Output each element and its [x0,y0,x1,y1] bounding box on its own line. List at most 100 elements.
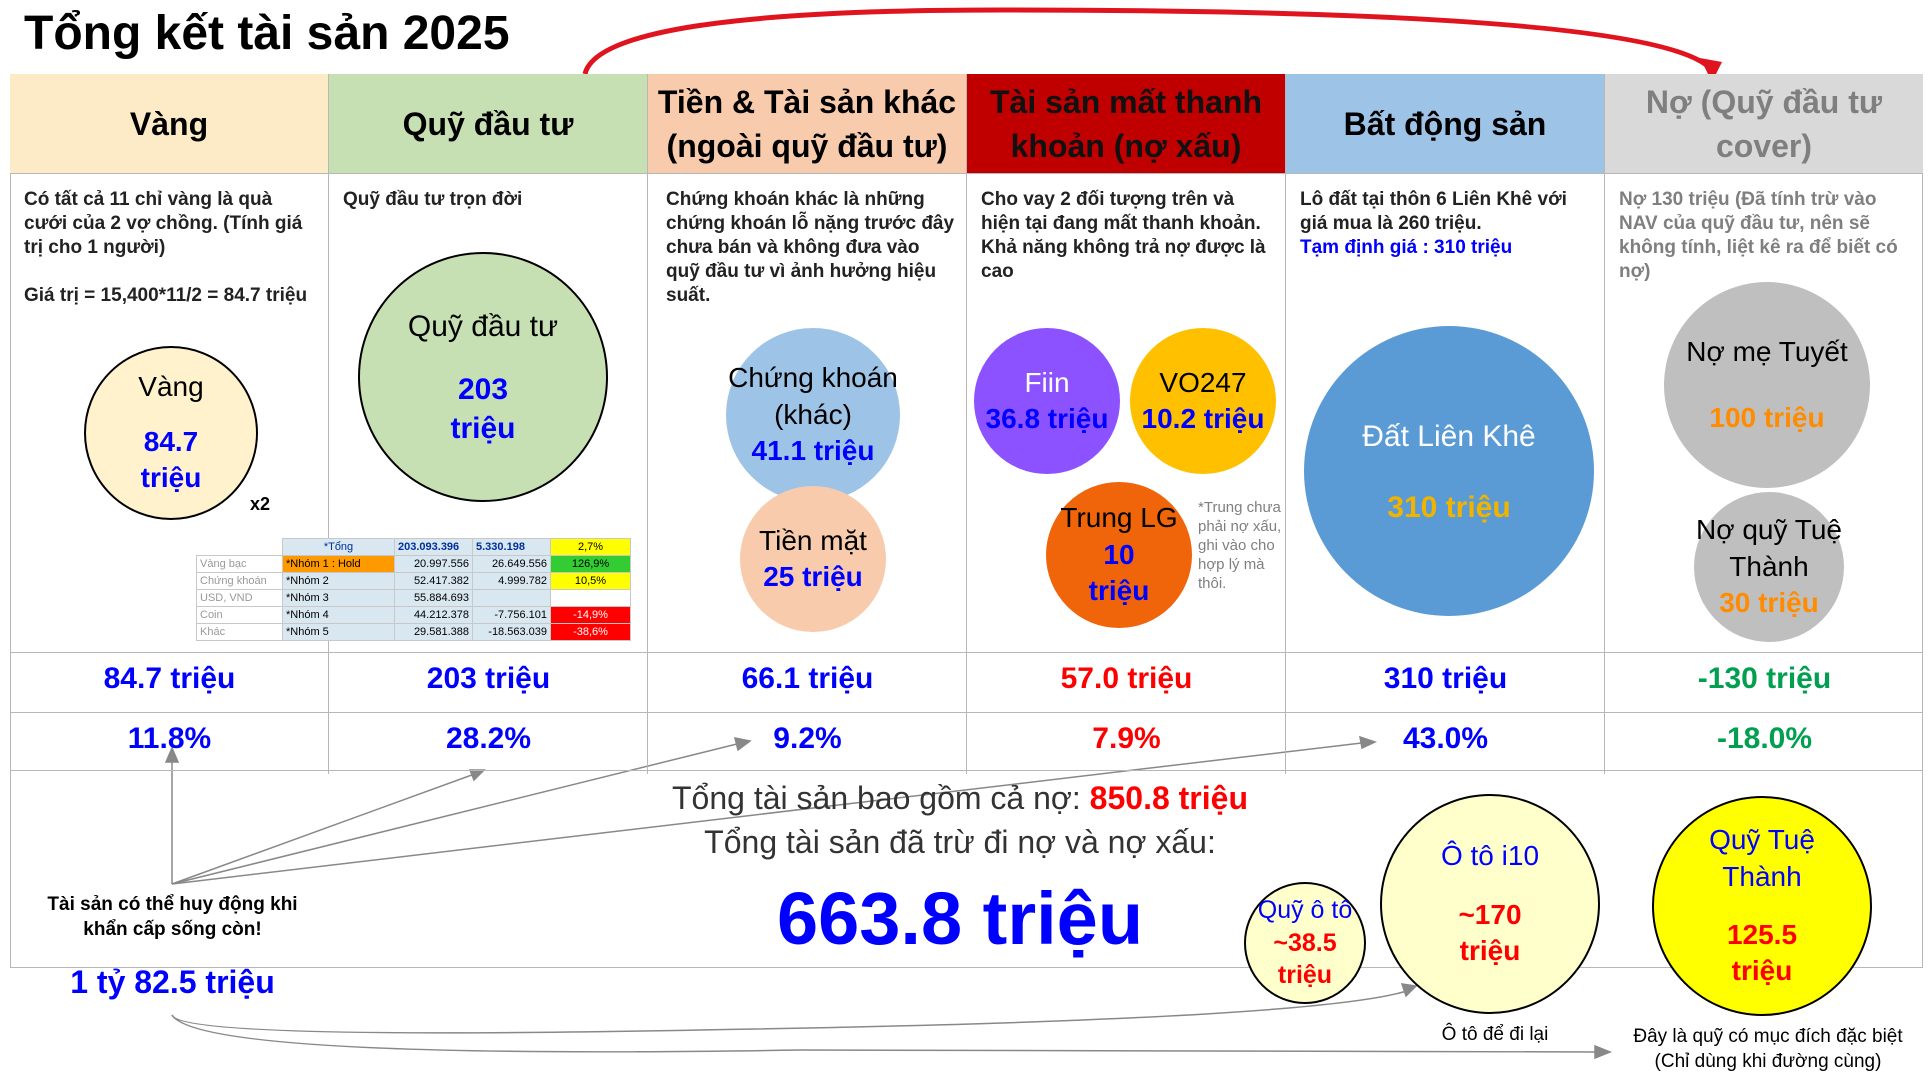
total-noxau: 57.0 triệu [1060,662,1193,695]
bubble-ck-value: 41.1 triệu [751,435,875,467]
mini-cell: 203.093.396 [394,538,473,556]
summary-line1-value: 850.8 triệu [1089,780,1248,816]
bubble-ck-label: Chứng khoán (khác) [728,362,898,430]
column-quy: Quỹ đầu tư Quỹ đầu tư trọn đời [329,74,648,774]
bubble-oto: Ô tô i10 ~170 triệu [1380,794,1600,1014]
mini-cell: Coin [196,606,283,624]
bubble-vang-label: Vàng [138,371,204,403]
mini-cell: *Nhóm 1 : Hold [282,555,395,573]
total-no: -130 triệu [1697,662,1832,695]
bubble-dat: Đất Liên Khê 310 triệu [1304,326,1594,616]
percent-vang: 11.8% [127,722,212,755]
bubble-noquy-label: Nợ quỹ Tuệ Thành [1696,514,1842,582]
mini-cell: 55.884.693 [394,589,473,607]
mini-cell: 5.330.198 [472,538,551,556]
bubble-noquy-value: 30 triệu [1719,587,1819,619]
net-total: 663.8 triệu [776,877,1144,960]
bubble-quy-oto: Quỹ ô tô ~38.5 triệu [1244,882,1366,1004]
mini-cell: -18.563.039 [472,623,551,641]
bubble-oto-label: Ô tô i10 [1440,840,1540,872]
bubble-trung-value: 10 triệu [1088,538,1150,607]
header-noxau: Tài sản mất thanh khoản (nợ xấu) [967,74,1285,174]
bubble-fiin: Fiin 36.8 triệu [974,328,1120,474]
desc-noxau: Cho vay 2 đối tượng trên và hiện tại đan… [981,189,1266,282]
mini-cell: -7.756.101 [472,606,551,624]
total-bds: 310 triệu [1383,662,1508,695]
mini-cell: 29.581.388 [394,623,473,641]
total-quy: 203 triệu [426,662,551,695]
mini-cell: *Nhóm 3 [282,589,395,607]
desc-no: Nợ 130 triệu (Đã tính trừ vào NAV của qu… [1619,189,1898,282]
mini-cell: 26.649.556 [472,555,551,573]
bubble-nome: Nợ mẹ Tuyết 100 triệu [1664,282,1870,488]
desc-vang: Có tất cả 11 chỉ vàng là quà cưới của 2 … [24,189,303,258]
desc-bds: Lô đất tại thôn 6 Liên Khê với giá mua l… [1300,189,1567,234]
bubble-tue-value: 125.5 triệu [1726,919,1798,987]
mini-cell: 20.997.556 [394,555,473,573]
bubble-quy-oto-value: ~38.5 triệu [1273,928,1337,990]
tue-caption: Đây là quỹ có mục đích đặc biệt (Chỉ dùn… [1633,1026,1903,1072]
bubble-nome-label: Nợ mẹ Tuyết [1686,335,1848,367]
desc2-vang: Giá trị = 15,400*11/2 = 84.7 triệu [24,285,308,306]
bubble-tien-label: Tiền mặt [759,524,867,556]
desc2-bds: Tạm định giá : 310 triệu [1300,237,1513,258]
column-vang: Vàng Có tất cả 11 chỉ vàng là quà cưới c… [10,74,329,774]
percent-noxau: 7.9% [1092,722,1161,755]
emergency-value: 1 tỷ 82.5 triệu [70,964,275,1000]
total-tien: 66.1 triệu [741,662,874,695]
bubble-quy: Quỹ đầu tư 203 triệu [358,252,608,502]
bubble-vo-value: 10.2 triệu [1141,403,1265,434]
header-bds: Bất động sản [1286,74,1604,174]
mini-cell: 44.212.378 [394,606,473,624]
mini-cell: 10,5% [550,572,631,590]
column-tien: Tiền & Tài sản khác (ngoài quỹ đầu tư) C… [648,74,967,774]
mini-cell: USD, VND [196,589,283,607]
header-vang: Vàng [10,74,328,174]
bubble-trung-label: Trung LG [1060,502,1178,534]
percent-tien: 9.2% [773,722,842,755]
percent-quy: 28.2% [445,722,532,755]
summary-line1-label: Tổng tài sản bao gồm cả nợ: [672,780,1090,816]
mini-cell [550,589,631,607]
desc-tien: Chứng khoán khác là những chứng khoán lỗ… [666,189,955,306]
percent-no: -18.0% [1716,722,1813,755]
column-bds: Bất động sản Lô đất tại thôn 6 Liên Khê … [1286,74,1605,774]
mini-cell: 2,7% [550,538,631,556]
mini-cell: Chứng khoán [196,572,283,590]
column-no: Nợ (Quỹ đầu tư cover) Nợ 130 triệu (Đã t… [1605,74,1923,774]
mini-cell [472,589,551,607]
total-vang: 84.7 triệu [103,662,236,695]
header-quy: Quỹ đầu tư [329,74,647,174]
mini-cell: *Tổng [282,538,395,556]
bubble-tue-label: Quỹ Tuệ Thành [1709,824,1815,892]
bubble-fiin-label: Fiin [1024,366,1070,398]
summary-line1: Tổng tài sản bao gồm cả nợ: 850.8 triệu [560,780,1360,817]
header-tien: Tiền & Tài sản khác (ngoài quỹ đầu tư) [648,74,966,174]
desc-quy: Quỹ đầu tư trọn đời [343,189,523,210]
mini-cell: *Nhóm 2 [282,572,395,590]
page-title: Tổng kết tài sản 2025 [24,7,510,60]
mini-cell: 4.999.782 [472,572,551,590]
bubble-vang-value: 84.7 triệu [140,425,202,494]
bubble-noquy: Nợ quỹ Tuệ Thành 30 triệu [1694,492,1844,642]
mini-cell: Vàng bạc [196,555,283,573]
column-noxau: Tài sản mất thanh khoản (nợ xấu) Cho vay… [967,74,1286,774]
bubble-oto-value: ~170 triệu [1458,898,1522,967]
bubble-quy-value: 203 triệu [450,372,516,445]
vang-multiplier: x2 [250,494,271,514]
bubble-quy-oto-label: Quỹ ô tô [1257,896,1353,925]
mini-table: *Tổng 203.093.396 5.330.198 2,7% Vàng bạ… [196,538,631,641]
bubble-nome-value: 100 triệu [1709,402,1825,433]
bubble-vang: Vàng 84.7 triệu [84,346,258,520]
mini-cell: -38,6% [550,623,631,641]
mini-cell: 52.417.382 [394,572,473,590]
bubble-vo247: VO247 10.2 triệu [1130,328,1276,474]
bubble-vo-label: VO247 [1159,366,1247,398]
bubble-quy-label: Quỹ đầu tư [407,309,559,343]
bubble-chungkhoan: Chứng khoán (khác) 41.1 triệu [726,328,900,502]
summary-line2: Tổng tài sản đã trừ đi nợ và nợ xấu: [704,824,1216,860]
emergency-label: Tài sản có thể huy động khi khẩn cấp sốn… [47,894,298,940]
percent-bds: 43.0% [1402,722,1489,755]
mini-cell: *Nhóm 4 [282,606,395,624]
